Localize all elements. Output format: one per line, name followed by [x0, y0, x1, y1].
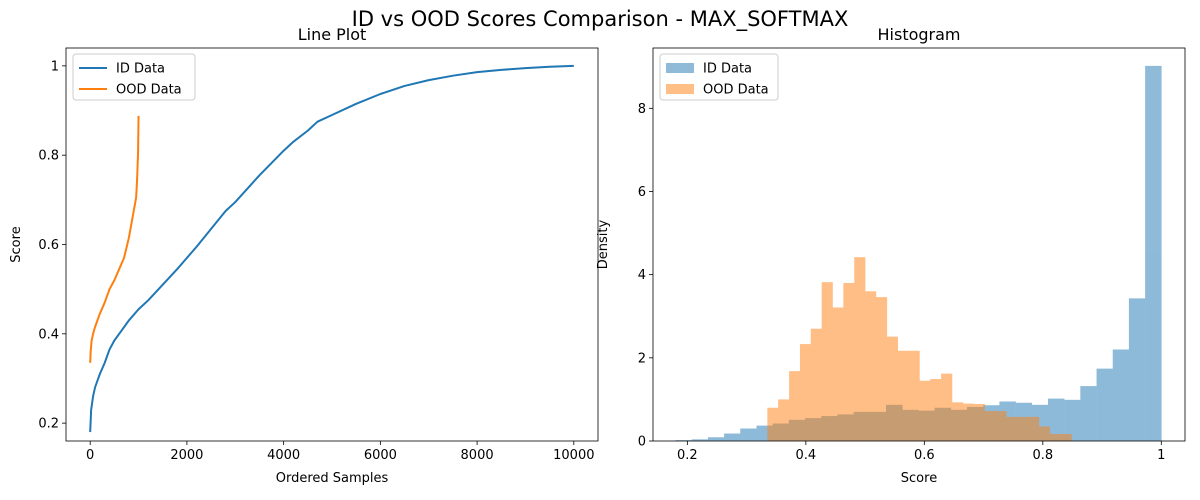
histogram-bar [1047, 398, 1065, 441]
histogram-bar [789, 371, 801, 441]
legend-label: OOD Data [116, 83, 182, 98]
x-tick-label: 0.6 [914, 448, 935, 463]
y-tick-label: 4 [638, 268, 646, 283]
histogram-bar [897, 350, 909, 441]
histogram-bar [740, 428, 757, 441]
y-tick-label: 2 [638, 351, 646, 366]
y-tick-label: 1 [51, 59, 59, 74]
legend: ID Data OOD Data [659, 53, 779, 101]
histogram-bar [908, 350, 920, 441]
histogram-axes: Histogram 0.2 0.4 0.6 0.8 1 0 2 4 6 8 Score Density I… [596, 25, 1186, 486]
histogram-bar [707, 437, 725, 441]
y-axis-label: Score [9, 226, 24, 262]
x-tick-label: 0.4 [796, 448, 817, 463]
plot-area [675, 65, 1162, 441]
series-line-0 [89, 64, 574, 433]
axes-frame [652, 47, 1186, 442]
x-tick-label: 0 [86, 448, 94, 463]
x-tick-label: 6000 [364, 448, 397, 463]
histogram-bar [973, 403, 985, 441]
histogram-bar [1006, 416, 1018, 441]
histogram-bar [832, 307, 844, 441]
histogram-bar [799, 344, 812, 441]
legend-label: OOD Data [703, 83, 769, 98]
histogram-bar [691, 439, 709, 441]
histogram-bar [767, 407, 779, 441]
y-tick-label: 0.6 [38, 238, 59, 253]
histogram-bar [941, 373, 953, 441]
plot-area [89, 64, 574, 433]
histogram-bar [1060, 433, 1072, 441]
y-tick-label: 8 [638, 102, 646, 117]
histogram-bar [962, 403, 974, 441]
histogram-bar [984, 411, 996, 441]
axes-title: Histogram [878, 25, 961, 44]
y-axis-label: Density [596, 219, 611, 269]
histogram-series-1 [767, 257, 1072, 441]
histogram-bar [995, 411, 1007, 441]
legend-label: ID Data [116, 62, 165, 77]
y-tick-label: 0.8 [38, 149, 59, 164]
histogram-bar [1096, 368, 1114, 441]
x-axis-label: Score [901, 471, 937, 486]
histogram-bar [675, 440, 692, 441]
histogram-bar [1112, 349, 1130, 441]
histogram-bar [778, 399, 790, 441]
y-tick-label: 0.2 [38, 417, 59, 432]
histogram-bar [1038, 426, 1051, 441]
legend: ID Data OOD Data [72, 53, 196, 101]
histogram-bar [843, 282, 855, 441]
legend-label: ID Data [703, 62, 752, 77]
x-tick-label: 2000 [170, 448, 203, 463]
x-tick-label: 4000 [267, 448, 300, 463]
y-tick-label: 0 [638, 435, 646, 450]
histogram-bar [1080, 386, 1097, 441]
series-line-1 [89, 115, 140, 363]
legend-swatch [666, 84, 694, 94]
x-axis-label: Ordered Samples [276, 471, 389, 486]
histogram-bar [865, 291, 877, 441]
x-tick-label: 1 [1157, 448, 1165, 463]
histogram-bar [1028, 416, 1040, 441]
y-tick-label: 6 [638, 185, 646, 200]
figure-title: ID vs OOD Scores Comparison - MAX_SOFTMA… [352, 7, 849, 32]
histogram-bar [1145, 65, 1162, 441]
histogram-bar [821, 282, 833, 441]
x-tick-label: 8000 [461, 448, 494, 463]
legend-swatch [666, 63, 694, 73]
histogram-bar [886, 336, 898, 441]
histogram-bar [930, 379, 942, 441]
x-tick-label: 10000 [553, 448, 594, 463]
histogram-bar [875, 297, 888, 441]
histogram-bar [724, 433, 741, 441]
histogram-bar [1064, 399, 1081, 441]
histogram-bar [951, 402, 964, 441]
histogram-bar [854, 257, 866, 441]
x-tick-label: 0.8 [1032, 448, 1053, 463]
axes-frame [65, 47, 599, 442]
axes-title: Line Plot [298, 25, 367, 44]
histogram-bar [919, 380, 931, 441]
y-tick-label: 0.4 [38, 327, 59, 342]
line-plot-axes: Line Plot 0 2000 4000 6000 8000 10000 0.2 0.4 0.6… [9, 25, 599, 486]
histogram-bar [1049, 433, 1061, 441]
histogram-bar [1128, 298, 1146, 441]
x-tick-label: 0.2 [677, 448, 698, 463]
histogram-bar [1017, 416, 1029, 441]
histogram-bar [810, 328, 822, 441]
